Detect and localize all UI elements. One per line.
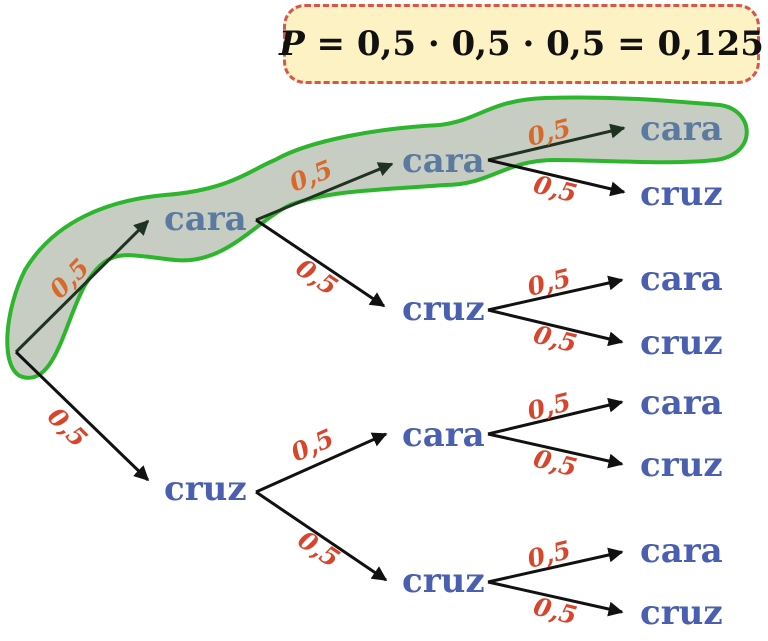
prob-cara-cruz-cara: 0,5 (524, 263, 573, 302)
branch-cara-cara-to-cara (487, 123, 626, 162)
prob-cruz-cruz-cara: 0,5 (524, 535, 573, 574)
node-cruz-cara-cara: cara (640, 383, 723, 423)
formula-expression: = 0,5 · 0,5 · 0,5 = 0,125 (316, 24, 764, 64)
branch-cruz-to-cruz (255, 490, 388, 582)
branch-cara-cruz-to-cruz (487, 308, 624, 347)
node-cruz-cara: cara (402, 415, 485, 455)
node-cruz-cruz-cruz: cruz (640, 593, 723, 633)
node-cara: cara (164, 199, 247, 239)
highlighted-path-region (5, 95, 749, 380)
node-cara-cara-cruz: cruz (640, 174, 723, 214)
node-cara-cruz-cruz: cruz (640, 323, 723, 363)
node-cruz: cruz (164, 469, 247, 509)
prob-root-cruz: 0,5 (42, 402, 93, 453)
branch-cruz-to-cara (255, 432, 388, 494)
branch-cruz-cara-to-cara (487, 397, 624, 436)
formula-symbol: P (279, 24, 305, 64)
node-cruz-cara-cruz: cruz (640, 445, 723, 485)
branch-cruz-cara-to-cruz (487, 432, 624, 469)
branch-cara-to-cruz (255, 218, 386, 308)
prob-cruz-cruz: 0,5 (293, 525, 345, 573)
branch-cruz-cruz-to-cruz (487, 580, 624, 617)
prob-cruz-cara-cara: 0,5 (524, 387, 573, 426)
prob-cara-cruz: 0,5 (291, 253, 343, 301)
node-cara-cara-cara: cara (640, 109, 723, 149)
branch-cara-cara-to-cruz (487, 158, 626, 197)
prob-cruz-cruz-cruz: 0,5 (531, 592, 580, 631)
node-cruz-cruz: cruz (402, 561, 485, 601)
prob-cruz-cara: 0,5 (287, 423, 339, 467)
probability-formula-box: P = 0,5 · 0,5 · 0,5 = 0,125 (279, 4, 764, 84)
branch-cruz-cruz-to-cara (487, 547, 624, 584)
node-cara-cruz: cruz (402, 289, 485, 329)
branch-cara-cruz-to-cara (487, 275, 624, 312)
node-cruz-cruz-cara: cara (640, 531, 723, 571)
node-cara-cara: cara (402, 141, 485, 181)
branch-cara-to-cara (255, 162, 394, 222)
branch-root-to-cruz (14, 350, 150, 482)
prob-cruz-cara-cruz: 0,5 (531, 444, 580, 483)
node-cara-cruz-cara: cara (640, 259, 723, 299)
prob-cara-cruz-cruz: 0,5 (531, 320, 580, 359)
prob-cara-cara-cruz: 0,5 (531, 170, 580, 209)
branch-root-to-cara (14, 219, 150, 354)
